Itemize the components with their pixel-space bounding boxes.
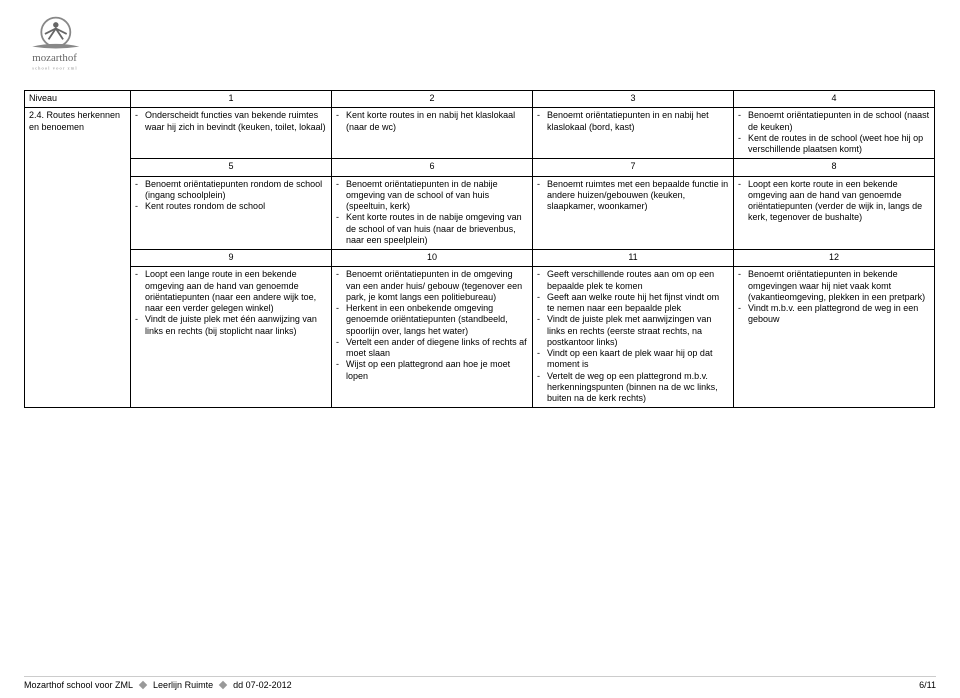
level-number: 12	[734, 250, 935, 267]
level-cell: Benoemt ruimtes met een bepaalde functie…	[533, 176, 734, 250]
list-item: Loopt een lange route in een bekende omg…	[145, 269, 327, 314]
level-cell: Onderscheidt functies van bekende ruimte…	[131, 108, 332, 159]
level-cell: Kent korte routes in en nabij het klaslo…	[332, 108, 533, 159]
list-item: Benoemt oriëntatiepunten rondom de schoo…	[145, 179, 327, 202]
level-cell: Loopt een lange route in een bekende omg…	[131, 267, 332, 408]
list-item: Geeft verschillende routes aan om op een…	[547, 269, 729, 292]
level-number: 9	[131, 250, 332, 267]
list-item: Kent korte routes in en nabij het klaslo…	[346, 110, 528, 133]
level-cell: Benoemt oriëntatiepunten rondom de schoo…	[131, 176, 332, 250]
list-item: Kent de routes in de school (weet hoe hi…	[748, 133, 930, 156]
level-cell: Benoemt oriëntatiepunten in de school (n…	[734, 108, 935, 159]
level-number: 2	[332, 91, 533, 108]
level-label: Niveau	[25, 91, 131, 108]
list-item: Vindt m.b.v. een plattegrond de weg in e…	[748, 303, 930, 326]
list-item: Vindt de juiste plek met één aanwijzing …	[145, 314, 327, 337]
row-spacer	[25, 250, 131, 408]
level-number: 10	[332, 250, 533, 267]
footer-leerlijn: Leerlijn Ruimte	[153, 680, 213, 690]
diamond-icon	[139, 681, 147, 689]
footer-school: Mozarthof school voor ZML	[24, 680, 133, 690]
logo: mozarthof school voor zml	[28, 14, 138, 72]
level-number: 5	[131, 159, 332, 176]
list-item: Herkent in een onbekende omgeving genoem…	[346, 303, 528, 337]
list-item: Benoemt oriëntatiepunten in de school (n…	[748, 110, 930, 133]
level-number: 3	[533, 91, 734, 108]
level-number: 4	[734, 91, 935, 108]
footer: Mozarthof school voor ZML Leerlijn Ruimt…	[24, 676, 936, 690]
list-item: Kent routes rondom de school	[145, 201, 327, 212]
list-item: Vindt de juiste plek met aanwijzingen va…	[547, 314, 729, 348]
list-item: Vindt op een kaart de plek waar hij op d…	[547, 348, 729, 371]
list-item: Onderscheidt functies van bekende ruimte…	[145, 110, 327, 133]
level-cell: Benoemt oriëntatiepunten in en nabij het…	[533, 108, 734, 159]
level-cell: Loopt een korte route in een bekende omg…	[734, 176, 935, 250]
list-item: Vertelt een ander of diegene links of re…	[346, 337, 528, 360]
logo-text: mozarthof	[32, 52, 77, 64]
level-cell: Benoemt oriëntatiepunten in de omgeving …	[332, 267, 533, 408]
list-item: Loopt een korte route in een bekende omg…	[748, 179, 930, 224]
level-cell: Benoemt oriëntatiepunten in de nabije om…	[332, 176, 533, 250]
list-item: Geeft aan welke route hij het fijnst vin…	[547, 292, 729, 315]
footer-date: dd 07-02-2012	[233, 680, 292, 690]
list-item: Kent korte routes in de nabije omgeving …	[346, 212, 528, 246]
list-item: Wijst op een plattegrond aan hoe je moet…	[346, 359, 528, 382]
logo-tagline: school voor zml	[32, 65, 77, 70]
list-item: Benoemt oriëntatiepunten in bekende omge…	[748, 269, 930, 303]
footer-page: 6/11	[919, 680, 936, 690]
level-number: 6	[332, 159, 533, 176]
curriculum-table: Niveau12342.4. Routes herkennen en benoe…	[24, 90, 936, 408]
row-title: 2.4. Routes herkennen en benoemen	[25, 108, 131, 159]
list-item: Benoemt oriëntatiepunten in de omgeving …	[346, 269, 528, 303]
level-number: 11	[533, 250, 734, 267]
level-number: 8	[734, 159, 935, 176]
list-item: Benoemt oriëntatiepunten in en nabij het…	[547, 110, 729, 133]
level-number: 7	[533, 159, 734, 176]
list-item: Vertelt de weg op een plattegrond m.b.v.…	[547, 371, 729, 405]
level-number: 1	[131, 91, 332, 108]
level-cell: Geeft verschillende routes aan om op een…	[533, 267, 734, 408]
list-item: Benoemt ruimtes met een bepaalde functie…	[547, 179, 729, 213]
diamond-icon	[219, 681, 227, 689]
level-cell: Benoemt oriëntatiepunten in bekende omge…	[734, 267, 935, 408]
row-spacer	[25, 159, 131, 250]
list-item: Benoemt oriëntatiepunten in de nabije om…	[346, 179, 528, 213]
